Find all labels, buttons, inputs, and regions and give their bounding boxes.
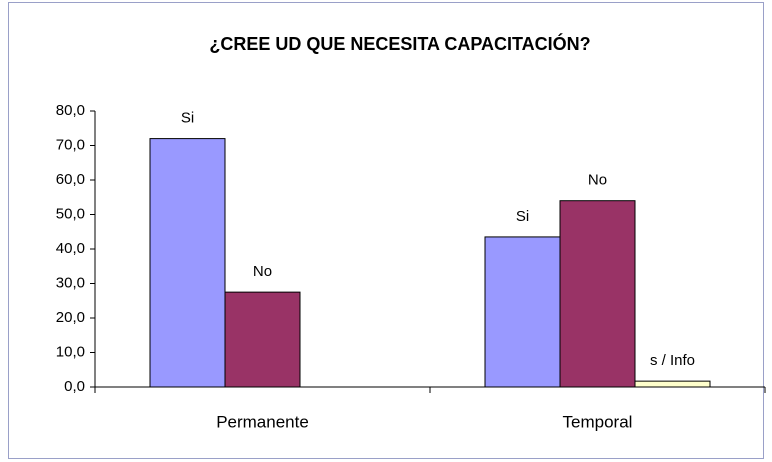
y-tick-label: 40,0	[56, 240, 85, 257]
data-label: Si	[516, 208, 529, 225]
chart-title: ¿CREE UD QUE NECESITA CAPACITACIÓN?	[209, 33, 590, 54]
bar	[484, 236, 561, 388]
data-label: s / Info	[650, 352, 695, 369]
y-tick-label: 50,0	[56, 205, 85, 222]
y-tick-label: 80,0	[56, 102, 85, 119]
x-tick-label: Permanente	[216, 412, 309, 431]
bar	[149, 138, 226, 388]
bar	[224, 291, 301, 388]
y-tick-label: 0,0	[64, 378, 85, 395]
y-tick-label: 30,0	[56, 274, 85, 291]
y-tick-label: 10,0	[56, 343, 85, 360]
data-label: No	[588, 172, 607, 189]
y-tick-label: 20,0	[56, 309, 85, 326]
y-tick-label: 70,0	[56, 136, 85, 153]
chart-border	[8, 2, 764, 459]
data-label: Si	[181, 110, 194, 127]
x-tick-label: Temporal	[563, 412, 633, 431]
data-label: No	[253, 263, 272, 280]
y-tick-label: 60,0	[56, 171, 85, 188]
bar	[634, 380, 711, 388]
bar	[559, 200, 636, 388]
